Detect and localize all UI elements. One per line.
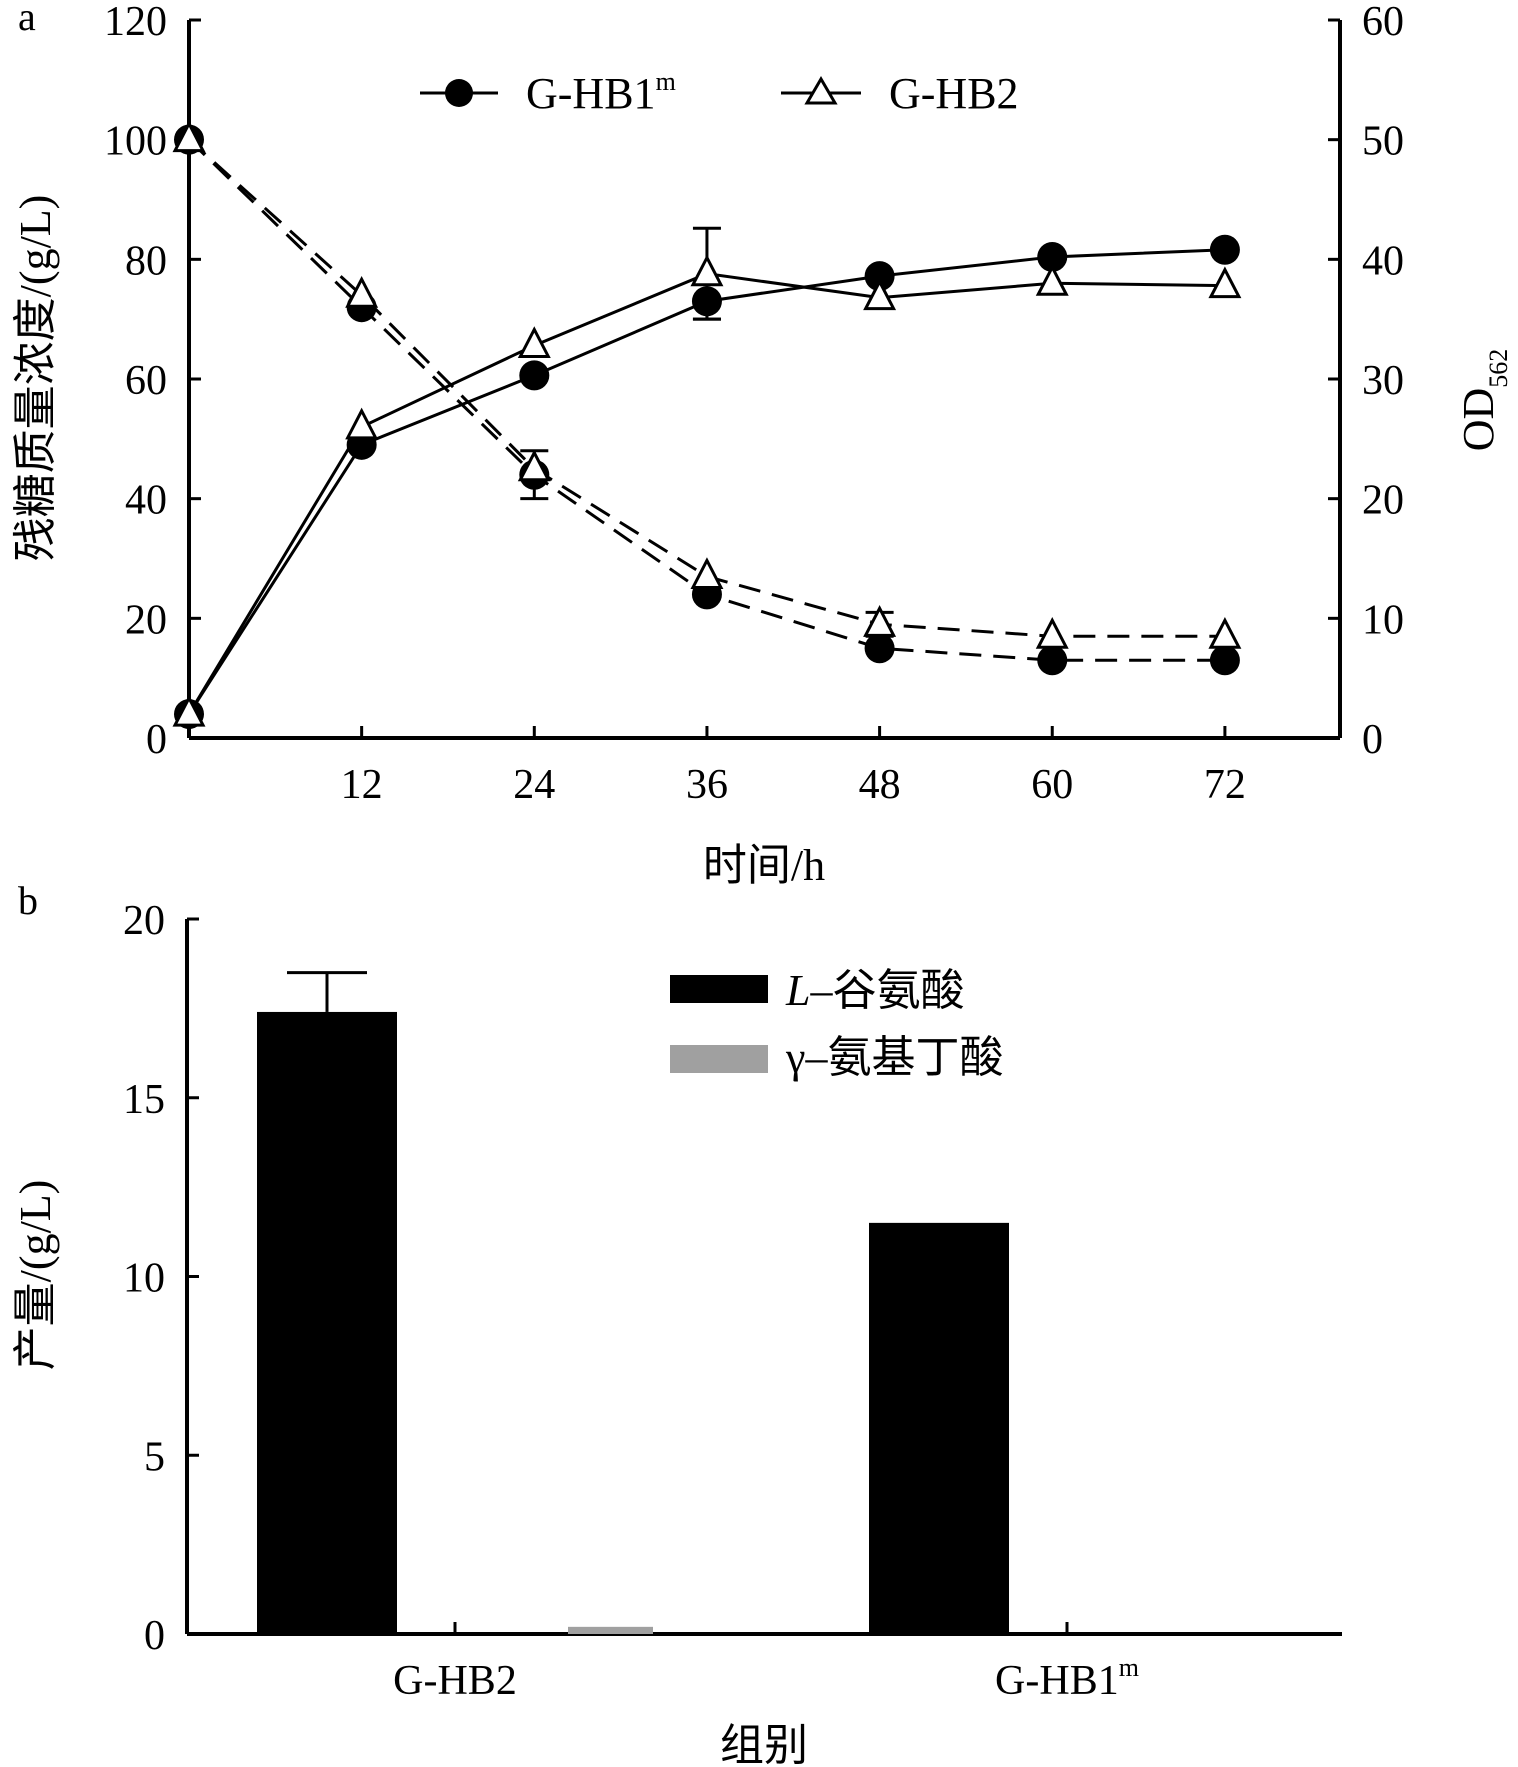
legend-label-g-hb1m: G-HB1m xyxy=(526,67,676,118)
data-point-triangle xyxy=(517,326,551,358)
y-left-tick-label: 40 xyxy=(125,478,167,524)
data-point-circle xyxy=(1209,645,1240,676)
data-point-triangle xyxy=(172,120,206,153)
x-tick-label: 72 xyxy=(1204,762,1246,808)
y-left-tick-label: 100 xyxy=(104,119,167,165)
data-point-triangle xyxy=(517,449,551,482)
legend-swatch-gaba xyxy=(670,1045,768,1073)
data-point-circle xyxy=(519,360,550,391)
panel-a-legend: G-HB1m G-HB2 xyxy=(420,67,1019,118)
data-point-circle xyxy=(1037,645,1068,676)
x-axis-title-b: 组别 xyxy=(720,1721,808,1767)
panel-a-series xyxy=(172,120,1242,730)
panel-b-label: b xyxy=(18,878,38,923)
y-tick-label-b: 15 xyxy=(123,1077,165,1123)
y-right-tick-label: 0 xyxy=(1362,717,1383,763)
panel-a-axes: 0 20 40 60 80 100 120 0 10 20 30 40 50 60 12 24 36 48 60 72 xyxy=(104,0,1404,808)
legend-swatch-l-glutamate xyxy=(670,975,768,1003)
x-tick-label-b: G-HB2 xyxy=(393,1658,517,1704)
panel-a: a 0 20 40 60 80 100 120 0 10 20 30 40 50 60 12 24 36 48 60… xyxy=(11,0,1513,890)
y-left-tick-label: 60 xyxy=(125,358,167,404)
x-tick-label: 48 xyxy=(859,762,901,808)
data-point-circle xyxy=(1037,241,1068,272)
y-tick-label-b: 10 xyxy=(123,1256,165,1302)
y-right-tick-label: 20 xyxy=(1362,478,1404,524)
data-point-triangle xyxy=(1035,617,1069,649)
data-point-triangle xyxy=(690,557,724,589)
y-right-tick-label: 60 xyxy=(1362,0,1404,45)
x-tick-label: 36 xyxy=(686,762,728,808)
legend-label-l-glutamate: L–谷氨酸 xyxy=(785,966,964,1015)
legend-marker-circle-icon xyxy=(445,79,473,107)
panel-b-bars xyxy=(257,971,1009,1634)
bar xyxy=(568,1626,653,1634)
y-left-tick-label: 0 xyxy=(146,717,167,763)
y-axis-right-title: OD562 xyxy=(1454,349,1513,452)
legend-marker-triangle-icon xyxy=(804,76,838,105)
data-point-triangle xyxy=(1208,617,1242,649)
panel-b-legend: L–谷氨酸 γ–氨基丁酸 xyxy=(670,966,1003,1082)
data-point-circle xyxy=(864,633,895,664)
x-tick-label: 60 xyxy=(1031,762,1073,808)
y-axis-left-title: 残糖质量浓度/(g/L) xyxy=(11,195,60,562)
y-left-tick-label: 20 xyxy=(125,597,167,643)
y-tick-label-b: 20 xyxy=(123,898,165,944)
x-axis-title: 时间/h xyxy=(703,841,825,890)
x-tick-label: 12 xyxy=(341,762,383,808)
y-tick-label-b: 0 xyxy=(144,1613,165,1659)
panel-a-label: a xyxy=(18,0,36,39)
legend-label-g-hb2: G-HB2 xyxy=(889,69,1019,118)
y-tick-label-b: 5 xyxy=(144,1434,165,1480)
x-tick-label-b: G-HB1m xyxy=(995,1653,1139,1704)
data-point-circle xyxy=(864,261,895,292)
data-point-triangle xyxy=(172,694,206,727)
y-right-tick-label: 50 xyxy=(1362,119,1404,165)
data-point-triangle xyxy=(345,407,379,440)
y-right-tick-label: 40 xyxy=(1362,238,1404,284)
data-point-circle xyxy=(691,286,722,317)
data-point-triangle xyxy=(345,275,379,308)
bar xyxy=(257,1011,397,1634)
x-tick-label: 24 xyxy=(513,762,555,808)
y-left-tick-label: 80 xyxy=(125,238,167,284)
y-right-tick-label: 10 xyxy=(1362,597,1404,643)
y-left-tick-label: 120 xyxy=(104,0,167,45)
bar xyxy=(869,1222,1009,1634)
data-point-triangle xyxy=(863,605,897,637)
data-point-triangle xyxy=(1035,264,1069,296)
data-point-circle xyxy=(1209,234,1240,265)
legend-label-gaba: γ–氨基丁酸 xyxy=(785,1033,1003,1082)
series-line xyxy=(187,272,1225,715)
data-point-triangle xyxy=(690,254,724,287)
data-point-triangle xyxy=(863,278,897,311)
y-axis-title-b: 产量/(g/L) xyxy=(11,1180,60,1371)
panel-b-axes: 0 5 10 15 20 G-HB2 G-HB1m xyxy=(123,898,1342,1704)
panel-b: b 0 5 10 15 20 G-HB2 G-HB1m L–谷氨酸 γ–氨基丁酸 产量/(g… xyxy=(11,878,1342,1767)
data-point-triangle xyxy=(1208,266,1242,299)
y-right-tick-label: 30 xyxy=(1362,358,1404,404)
